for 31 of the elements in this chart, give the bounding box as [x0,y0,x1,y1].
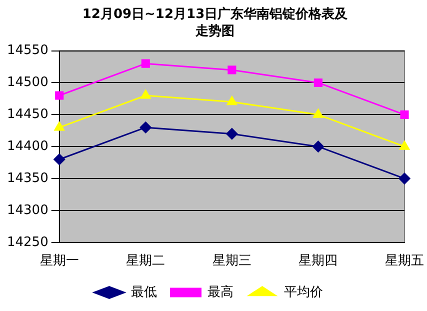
point [226,128,238,140]
point [54,154,66,166]
y-tick-label: 14500 [6,75,48,90]
y-tick-label: 14450 [6,107,48,122]
legend-label: 平均价 [284,284,323,300]
y-tick-label: 14550 [6,43,48,58]
point [400,110,409,119]
y-tick-label: 14400 [6,138,48,154]
point [226,96,238,106]
point [312,140,324,152]
x-tick-label: 星期四 [298,254,338,269]
point [140,90,151,99]
point [228,66,236,74]
point [55,91,64,100]
y-tick-label: 14350 [6,170,48,186]
x-tick-label: 星期二 [126,254,166,269]
x-tick-label: 星期五 [385,254,424,269]
chart-title: 12月09日~12月13日广东华南铝锭价格表及走势图 [81,6,349,40]
x-tick-label: 星期一 [40,254,79,269]
point [314,78,322,88]
legend-label: 最高 [207,284,234,300]
point [54,122,64,131]
y-tick-label: 14300 [6,202,48,218]
point [399,140,410,150]
point [398,172,410,184]
y-tick-label: 14250 [6,234,48,250]
point [141,59,150,68]
legend-label: 最低 [130,284,157,300]
point [313,108,324,118]
x-tick-label: 星期三 [212,254,252,269]
point [140,122,152,134]
